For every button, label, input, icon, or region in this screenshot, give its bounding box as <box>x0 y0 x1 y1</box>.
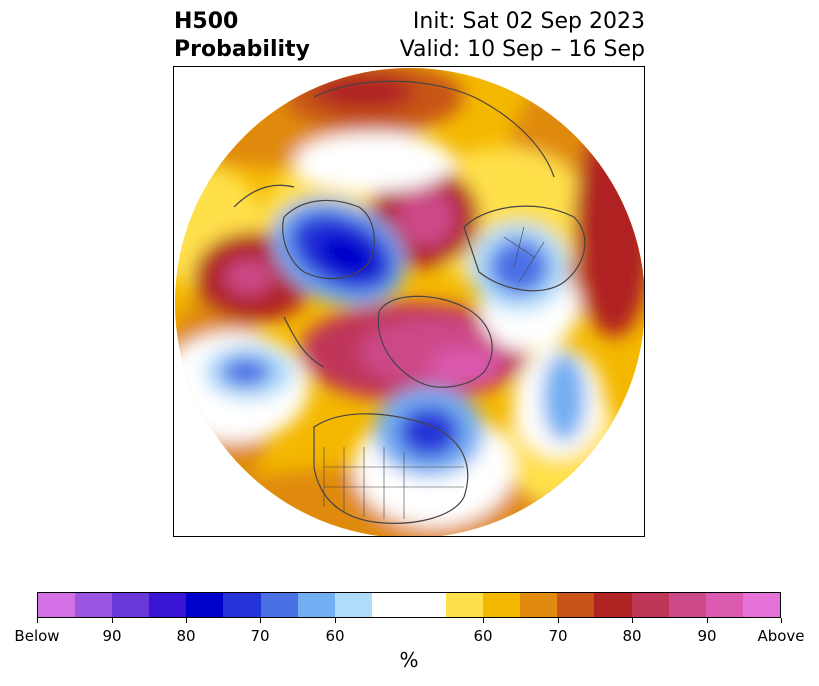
map-panel <box>173 66 645 537</box>
colorbar-tick-label: 60 <box>325 627 345 645</box>
colorbar-segment <box>631 593 669 617</box>
colorbar-unit: % <box>399 648 419 672</box>
colorbar-segment <box>408 593 447 617</box>
title-right: Init: Sat 02 Sep 2023 Valid: 10 Sep – 16… <box>400 8 645 64</box>
cool-atlantic <box>542 352 586 442</box>
europe-borders <box>503 226 545 283</box>
colorbar-tick-label: 60 <box>473 627 493 645</box>
probability-field <box>175 68 644 536</box>
colorbar-tick-mark <box>632 618 633 623</box>
colorbar-segment <box>260 593 298 617</box>
colorbar-tick-mark <box>707 618 708 623</box>
warm-north-core <box>314 74 414 110</box>
colorbar-segment <box>297 593 335 617</box>
colorbar-segment <box>75 593 113 617</box>
colorbar-segment <box>594 593 632 617</box>
colorbar-segment <box>186 593 224 617</box>
colorbar-segment <box>112 593 150 617</box>
north-america-outline <box>313 413 469 524</box>
colorbar-tick-label: 70 <box>548 627 568 645</box>
colorbar-segment <box>520 593 558 617</box>
colorbar-tick-mark <box>260 618 261 623</box>
warm-west-core <box>224 259 274 295</box>
warm-greenland-hot <box>429 349 499 385</box>
us-states <box>323 447 464 519</box>
colorbar-tick-label: 80 <box>176 627 196 645</box>
colorbar-segment <box>668 593 706 617</box>
colorbar-segment <box>705 593 743 617</box>
cool-baffin-core <box>315 232 377 278</box>
neutral-north <box>294 132 454 192</box>
title-field: Probability <box>174 37 310 62</box>
colorbar-segment <box>446 593 484 617</box>
polar-map <box>175 68 644 536</box>
colorbar-tick-mark <box>781 618 782 623</box>
colorbar-tick-mark <box>335 618 336 623</box>
colorbar-tick-mark <box>483 618 484 623</box>
colorbar-segment <box>38 593 76 617</box>
colorbar-tick-mark <box>37 618 38 623</box>
title-variable: H500 <box>174 9 239 34</box>
cool-europe-core <box>489 239 549 295</box>
coastlines <box>233 80 630 524</box>
colorbar-tick-label: 90 <box>697 627 717 645</box>
cool-canada-core <box>399 407 459 457</box>
alaska-coast <box>233 184 295 208</box>
colorbar-segment <box>334 593 372 617</box>
warm-center-core <box>396 187 456 247</box>
colorbar-tick-label: Above <box>757 627 805 645</box>
title-left: H500 Probability <box>174 8 310 64</box>
colorbar <box>37 592 781 618</box>
europe-outline <box>463 205 586 292</box>
colorbar-segment <box>742 593 780 617</box>
baffin-outline <box>282 199 375 280</box>
colorbar-tick-label: 70 <box>250 627 270 645</box>
colorbar-segment <box>557 593 595 617</box>
valid-time: Valid: 10 Sep – 16 Sep <box>399 37 645 62</box>
colorbar-segment <box>223 593 261 617</box>
colorbar-tick-mark <box>558 618 559 623</box>
colorbar-tick-label: 90 <box>102 627 122 645</box>
colorbar-tick-label: Below <box>14 627 60 645</box>
arctic-coast <box>283 316 325 368</box>
colorbar-segment <box>371 593 409 617</box>
colorbar-segment <box>483 593 521 617</box>
init-time: Init: Sat 02 Sep 2023 <box>412 9 645 34</box>
colorbar-tick-mark <box>186 618 187 623</box>
colorbar-tick-mark <box>112 618 113 623</box>
asia-coast <box>313 80 555 178</box>
greenland-outline <box>377 295 493 388</box>
cool-pacific-core <box>221 357 271 387</box>
colorbar-tick-label: 80 <box>622 627 642 645</box>
colorbar-segment <box>149 593 187 617</box>
